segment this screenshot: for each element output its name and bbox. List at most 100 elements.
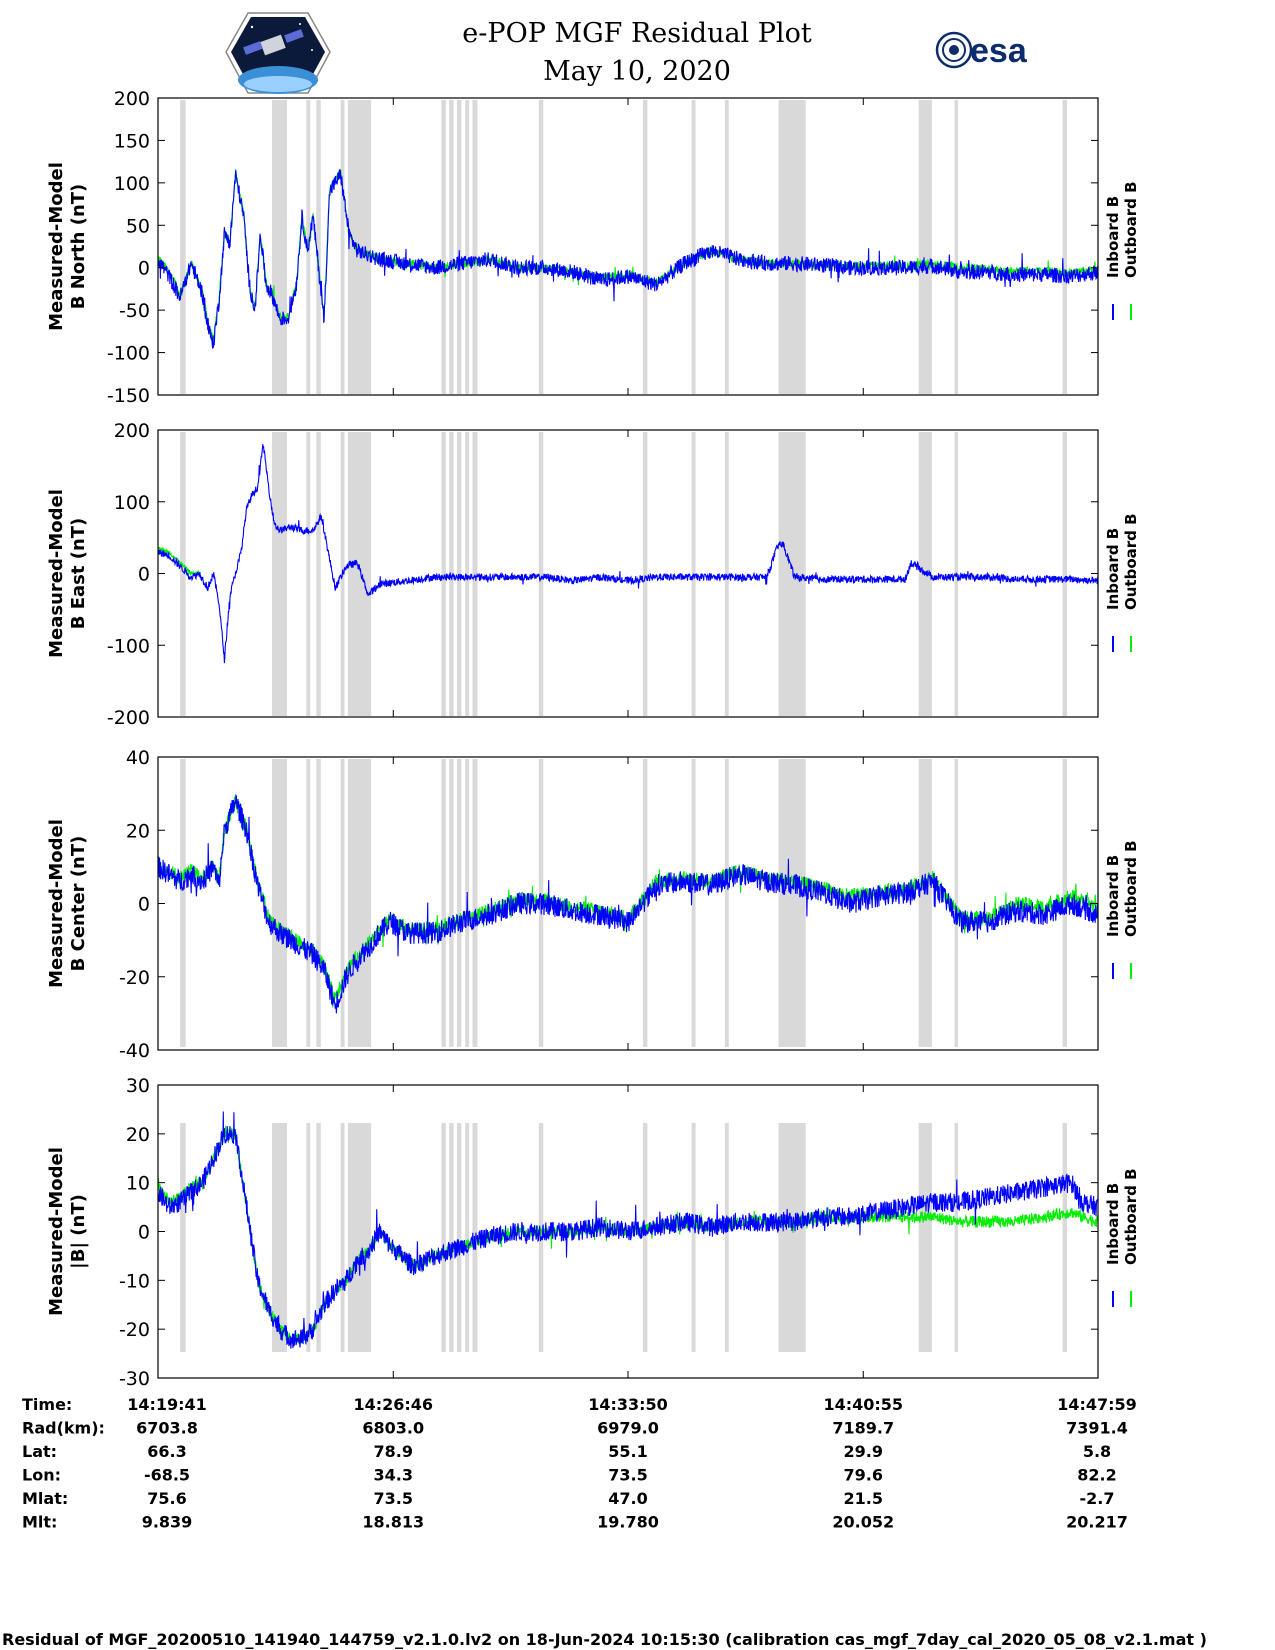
info-cell: 34.3 (374, 1466, 413, 1485)
y-axis-label: Measured-ModelB Center (nT) (46, 819, 89, 988)
series-line-inboard-b (157, 1111, 1099, 1349)
data-gap-band (1062, 100, 1067, 394)
panel-4: -30 -20 -10 0 10 20 30 Measured-Model|B| (nT) In… (46, 1075, 1140, 1390)
y-axis-label: Measured-ModelB North (nT) (46, 162, 89, 331)
data-gap-band (918, 759, 932, 1047)
data-gap-band (449, 1123, 454, 1352)
info-row-label: Rad(km): (22, 1419, 105, 1438)
y-tick-label: -10 (119, 1270, 150, 1292)
plot-area (158, 757, 1098, 1050)
y-tick-label: 0 (138, 1222, 150, 1244)
footer-caption: Residual of MGF_20200510_141940_144759_v… (2, 1630, 1207, 1649)
chart-subtitle: May 10, 2020 (543, 56, 731, 87)
data-gap-band (449, 432, 454, 716)
data-gap-band (347, 432, 372, 716)
data-gap-band (340, 759, 345, 1047)
data-gap-band (456, 1123, 462, 1352)
y-tick-label: -200 (107, 707, 150, 729)
y-tick-label: 200 (114, 420, 150, 442)
data-gap-band (691, 759, 696, 1047)
data-gap-band (465, 100, 470, 394)
y-tick-label: -20 (119, 1319, 150, 1341)
data-gap-band (778, 432, 806, 716)
data-gap-band (449, 100, 454, 394)
info-row-label: Lon: (22, 1466, 61, 1485)
data-gap-band (272, 432, 287, 716)
data-gap-band (691, 1123, 696, 1352)
data-gap-band (954, 100, 958, 394)
info-cell: 6803.0 (362, 1419, 424, 1438)
y-axis-label-line: B North (nT) (68, 184, 89, 310)
data-gap-band (538, 432, 544, 716)
data-gap-band (465, 1123, 470, 1352)
y-tick-label: 20 (126, 820, 150, 842)
info-cell: 9.839 (142, 1513, 193, 1532)
data-gap-band (180, 1123, 186, 1352)
esa-logo: esa (935, 31, 1028, 70)
data-gap-band (472, 100, 478, 394)
chart-title: e-POP MGF Residual Plot (462, 18, 812, 49)
data-gap-band (918, 100, 932, 394)
data-gap-band (456, 432, 462, 716)
data-gap-band (316, 100, 321, 394)
panel-3: -40 -20 0 20 40 Measured-ModelB Center (nT) In… (46, 747, 1140, 1062)
info-cell: -68.5 (144, 1466, 190, 1485)
data-gap-band (778, 759, 806, 1047)
data-gap-band (724, 100, 729, 394)
legend: Inboard B Outboard B (1104, 513, 1140, 652)
info-cell: 73.5 (374, 1489, 413, 1508)
y-tick-label: -30 (119, 1368, 150, 1390)
info-cell: 7391.4 (1066, 1419, 1128, 1438)
data-gap-band (272, 100, 287, 394)
data-gap-band (691, 100, 696, 394)
data-gap-band (347, 759, 372, 1047)
panel-1: -150 -100 -50 0 50 100 150 200 Measured-ModelB N… (46, 88, 1140, 407)
legend-label: Inboard B (1104, 196, 1122, 278)
info-cell: 78.9 (374, 1442, 413, 1461)
data-gap-band (340, 100, 345, 394)
data-gap-band (778, 100, 806, 394)
data-gap-band (316, 1123, 321, 1352)
data-gap-band (441, 1123, 446, 1352)
info-cell: 6979.0 (597, 1419, 659, 1438)
data-gap-band (316, 432, 321, 716)
esa-logo-text: esa (970, 32, 1028, 70)
data-gap-band (441, 432, 446, 716)
info-cell: 5.8 (1083, 1442, 1111, 1461)
info-cell: 14:33:50 (588, 1395, 668, 1414)
data-gap-band (465, 432, 470, 716)
info-cell: 82.2 (1077, 1466, 1116, 1485)
y-tick-label: 150 (114, 130, 150, 152)
info-cell: 14:19:41 (127, 1395, 207, 1414)
panel-2: -200 -100 0 100 200 Measured-ModelB East (nT)… (46, 420, 1140, 729)
y-axis-label-line: Measured-Model (46, 489, 67, 658)
y-axis-label-line: Measured-Model (46, 1147, 67, 1316)
data-gap-band (724, 1123, 729, 1352)
series-line-inboard-b (157, 444, 1099, 664)
data-gap-band (724, 432, 729, 716)
data-gap-band (306, 759, 311, 1047)
y-tick-label: 50 (126, 215, 150, 237)
info-cell: 79.6 (844, 1466, 883, 1485)
y-tick-label: 100 (114, 173, 150, 195)
data-gap-band (778, 1123, 806, 1352)
data-gap-band (180, 759, 186, 1047)
y-tick-label: 200 (114, 88, 150, 110)
data-gap-band (306, 1123, 311, 1352)
y-tick-label: -150 (107, 385, 150, 407)
data-gap-band (954, 1123, 958, 1352)
y-tick-label: -100 (107, 635, 150, 657)
y-tick-label: 10 (126, 1173, 150, 1195)
data-gap-band (441, 759, 446, 1047)
data-gap-band (456, 759, 462, 1047)
y-tick-label: -20 (119, 967, 150, 989)
info-cell: 19.780 (597, 1513, 659, 1532)
data-gap-band (1062, 432, 1067, 716)
info-cell: 14:26:46 (353, 1395, 433, 1414)
info-row-label: Lat: (22, 1442, 57, 1461)
y-tick-label: 40 (126, 747, 150, 769)
data-gap-band (180, 432, 186, 716)
y-axis-label: Measured-ModelB East (nT) (46, 489, 89, 658)
